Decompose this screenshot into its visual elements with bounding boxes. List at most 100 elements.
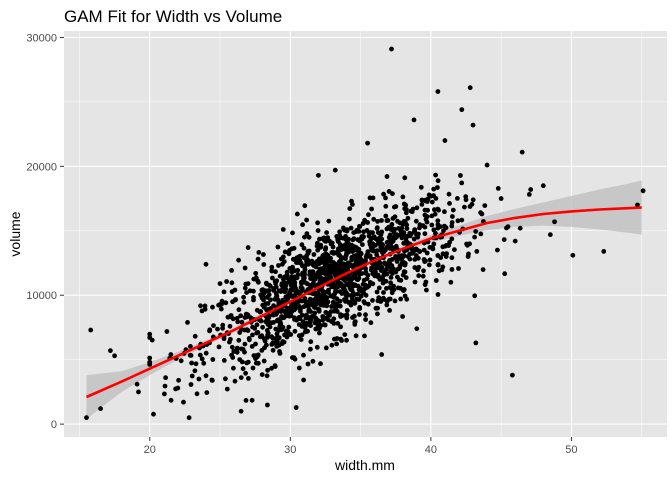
data-point: [400, 194, 406, 200]
data-point: [332, 270, 338, 276]
data-point: [368, 267, 374, 273]
data-point: [302, 234, 307, 240]
data-point: [293, 300, 299, 305]
data-point: [304, 217, 309, 223]
data-point: [424, 219, 430, 225]
data-point: [449, 220, 455, 225]
data-point: [416, 273, 422, 279]
data-point: [256, 250, 262, 255]
data-point: [251, 288, 256, 294]
data-point: [449, 255, 455, 261]
data-point: [296, 304, 302, 309]
data-point: [176, 377, 182, 383]
data-point: [282, 289, 288, 295]
data-point: [269, 334, 274, 340]
data-point: [332, 167, 338, 173]
data-point: [470, 197, 476, 203]
data-point: [299, 324, 305, 329]
data-point: [354, 259, 360, 265]
data-point: [242, 285, 248, 291]
data-point: [422, 282, 428, 288]
data-point: [414, 205, 420, 211]
data-point: [310, 298, 316, 304]
data-point: [189, 373, 195, 379]
data-point: [495, 247, 500, 253]
data-point: [229, 280, 235, 286]
data-point: [306, 248, 312, 254]
confidence-band-layer: [86, 180, 642, 419]
data-point: [365, 140, 371, 146]
data-point: [547, 232, 553, 238]
data-point: [323, 271, 328, 277]
data-point: [350, 281, 356, 287]
data-point: [198, 303, 203, 309]
data-point: [188, 344, 193, 349]
data-point: [265, 367, 270, 373]
data-point: [436, 207, 441, 213]
data-point: [274, 344, 280, 349]
data-point: [360, 281, 366, 287]
data-point: [344, 227, 350, 233]
data-point: [136, 389, 141, 395]
data-point: [293, 256, 299, 262]
data-point: [404, 222, 410, 228]
data-point: [387, 241, 393, 247]
data-point: [358, 236, 363, 242]
data-point: [410, 249, 416, 254]
data-point: [221, 289, 227, 295]
data-point: [84, 415, 89, 421]
data-point: [402, 240, 408, 245]
data-point: [308, 309, 313, 314]
data-point: [354, 276, 359, 281]
data-point: [316, 172, 321, 178]
data-point: [455, 196, 460, 201]
data-point: [635, 202, 640, 208]
data-point: [230, 316, 236, 322]
data-point: [228, 336, 233, 342]
chart-title: GAM Fit for Width vs Volume: [64, 7, 282, 26]
data-point: [302, 296, 308, 301]
data-point: [238, 408, 244, 414]
data-point: [261, 252, 266, 257]
data-point: [237, 330, 243, 335]
data-point: [162, 383, 168, 389]
data-point: [318, 278, 323, 284]
data-point: [320, 254, 325, 259]
data-point: [280, 227, 286, 232]
data-point: [370, 298, 375, 303]
data-point: [357, 312, 362, 317]
data-point: [446, 191, 452, 197]
data-point: [288, 287, 294, 293]
data-point: [342, 246, 347, 252]
data-point: [407, 251, 412, 257]
data-point: [296, 365, 302, 371]
data-point: [407, 230, 413, 236]
data-point: [290, 230, 295, 236]
data-point: [396, 226, 401, 231]
data-point: [315, 220, 320, 226]
data-point: [325, 235, 331, 241]
data-point: [215, 326, 220, 332]
data-point: [432, 207, 437, 213]
data-point: [270, 347, 276, 353]
data-point: [306, 234, 312, 240]
data-point: [502, 271, 508, 277]
data-point: [385, 218, 391, 223]
data-point: [362, 333, 367, 339]
data-point: [304, 261, 309, 267]
data-point: [387, 285, 393, 290]
data-point: [229, 268, 235, 273]
data-point: [388, 275, 394, 280]
data-point: [393, 204, 399, 209]
data-point: [329, 342, 335, 348]
data-point: [276, 300, 282, 305]
data-point: [375, 219, 380, 224]
data-point: [363, 270, 368, 276]
data-point: [203, 373, 209, 379]
y-axis-title: volume: [7, 211, 23, 256]
data-point: [251, 276, 257, 282]
data-point: [422, 207, 428, 213]
data-point: [343, 313, 348, 318]
data-point: [218, 306, 224, 312]
data-point: [306, 322, 311, 327]
